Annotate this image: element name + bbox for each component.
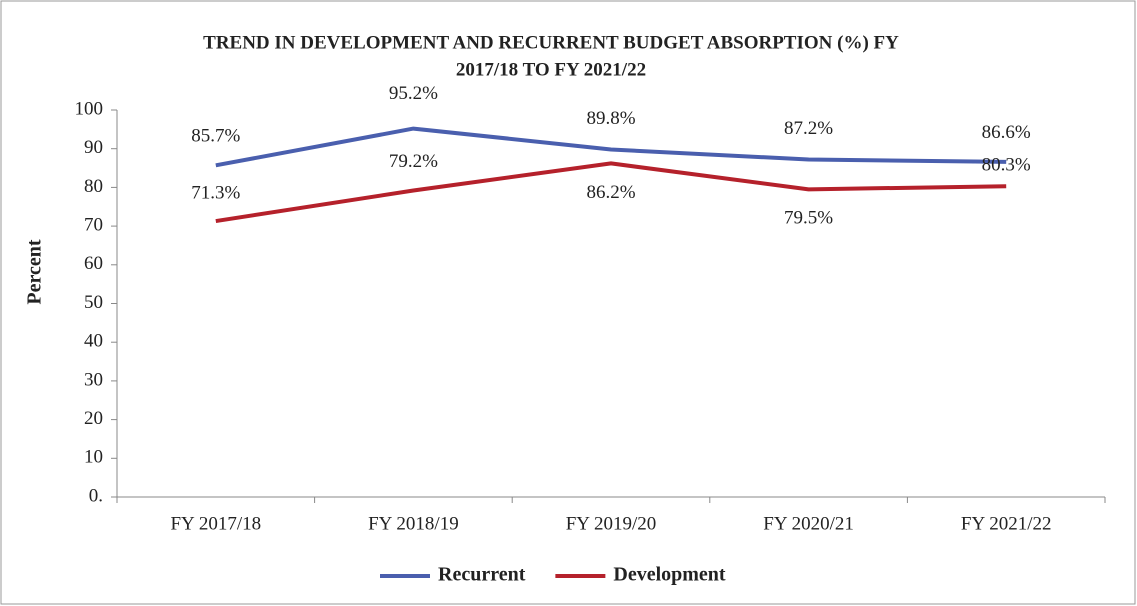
- x-tick-label: FY 2019/20: [566, 513, 657, 534]
- y-axis-label: Percent: [24, 239, 46, 304]
- data-label: 85.7%: [191, 126, 240, 147]
- data-label: 80.3%: [982, 155, 1031, 176]
- data-label: 71.3%: [191, 182, 240, 203]
- legend-label: Development: [613, 564, 726, 586]
- data-label: 87.2%: [784, 118, 833, 139]
- x-tick-label: FY 2020/21: [763, 513, 854, 534]
- x-tick-label: FY 2017/18: [170, 513, 261, 534]
- data-label: 79.5%: [784, 208, 833, 229]
- data-label: 79.2%: [389, 151, 438, 172]
- data-label: 86.2%: [586, 182, 635, 203]
- y-tick-label: 20: [84, 408, 103, 429]
- x-tick-label: FY 2021/22: [961, 513, 1052, 534]
- y-tick-label: 70: [84, 214, 103, 235]
- line-series: [215, 161, 1007, 224]
- legend-label: Recurrent: [438, 564, 526, 586]
- data-label: 89.8%: [586, 108, 635, 129]
- y-tick-label: 40: [84, 331, 103, 352]
- y-tick-label: 30: [84, 369, 103, 390]
- x-tick-label: FY 2018/19: [368, 513, 459, 534]
- data-label: 86.6%: [982, 122, 1031, 143]
- y-tick-label: 100: [75, 98, 104, 119]
- line-series: [215, 126, 1007, 168]
- y-tick-label: 0.: [89, 485, 103, 506]
- y-tick-label: 60: [84, 253, 103, 274]
- y-tick-label: 90: [84, 137, 103, 158]
- y-tick-label: 50: [84, 292, 103, 313]
- y-tick-label: 10: [84, 447, 103, 468]
- chart-title: 2017/18 TO FY 2021/22: [456, 59, 646, 80]
- chart-title: TREND IN DEVELOPMENT AND RECURRENT BUDGE…: [203, 32, 899, 53]
- y-tick-label: 80: [84, 176, 103, 197]
- data-label: 95.2%: [389, 83, 438, 104]
